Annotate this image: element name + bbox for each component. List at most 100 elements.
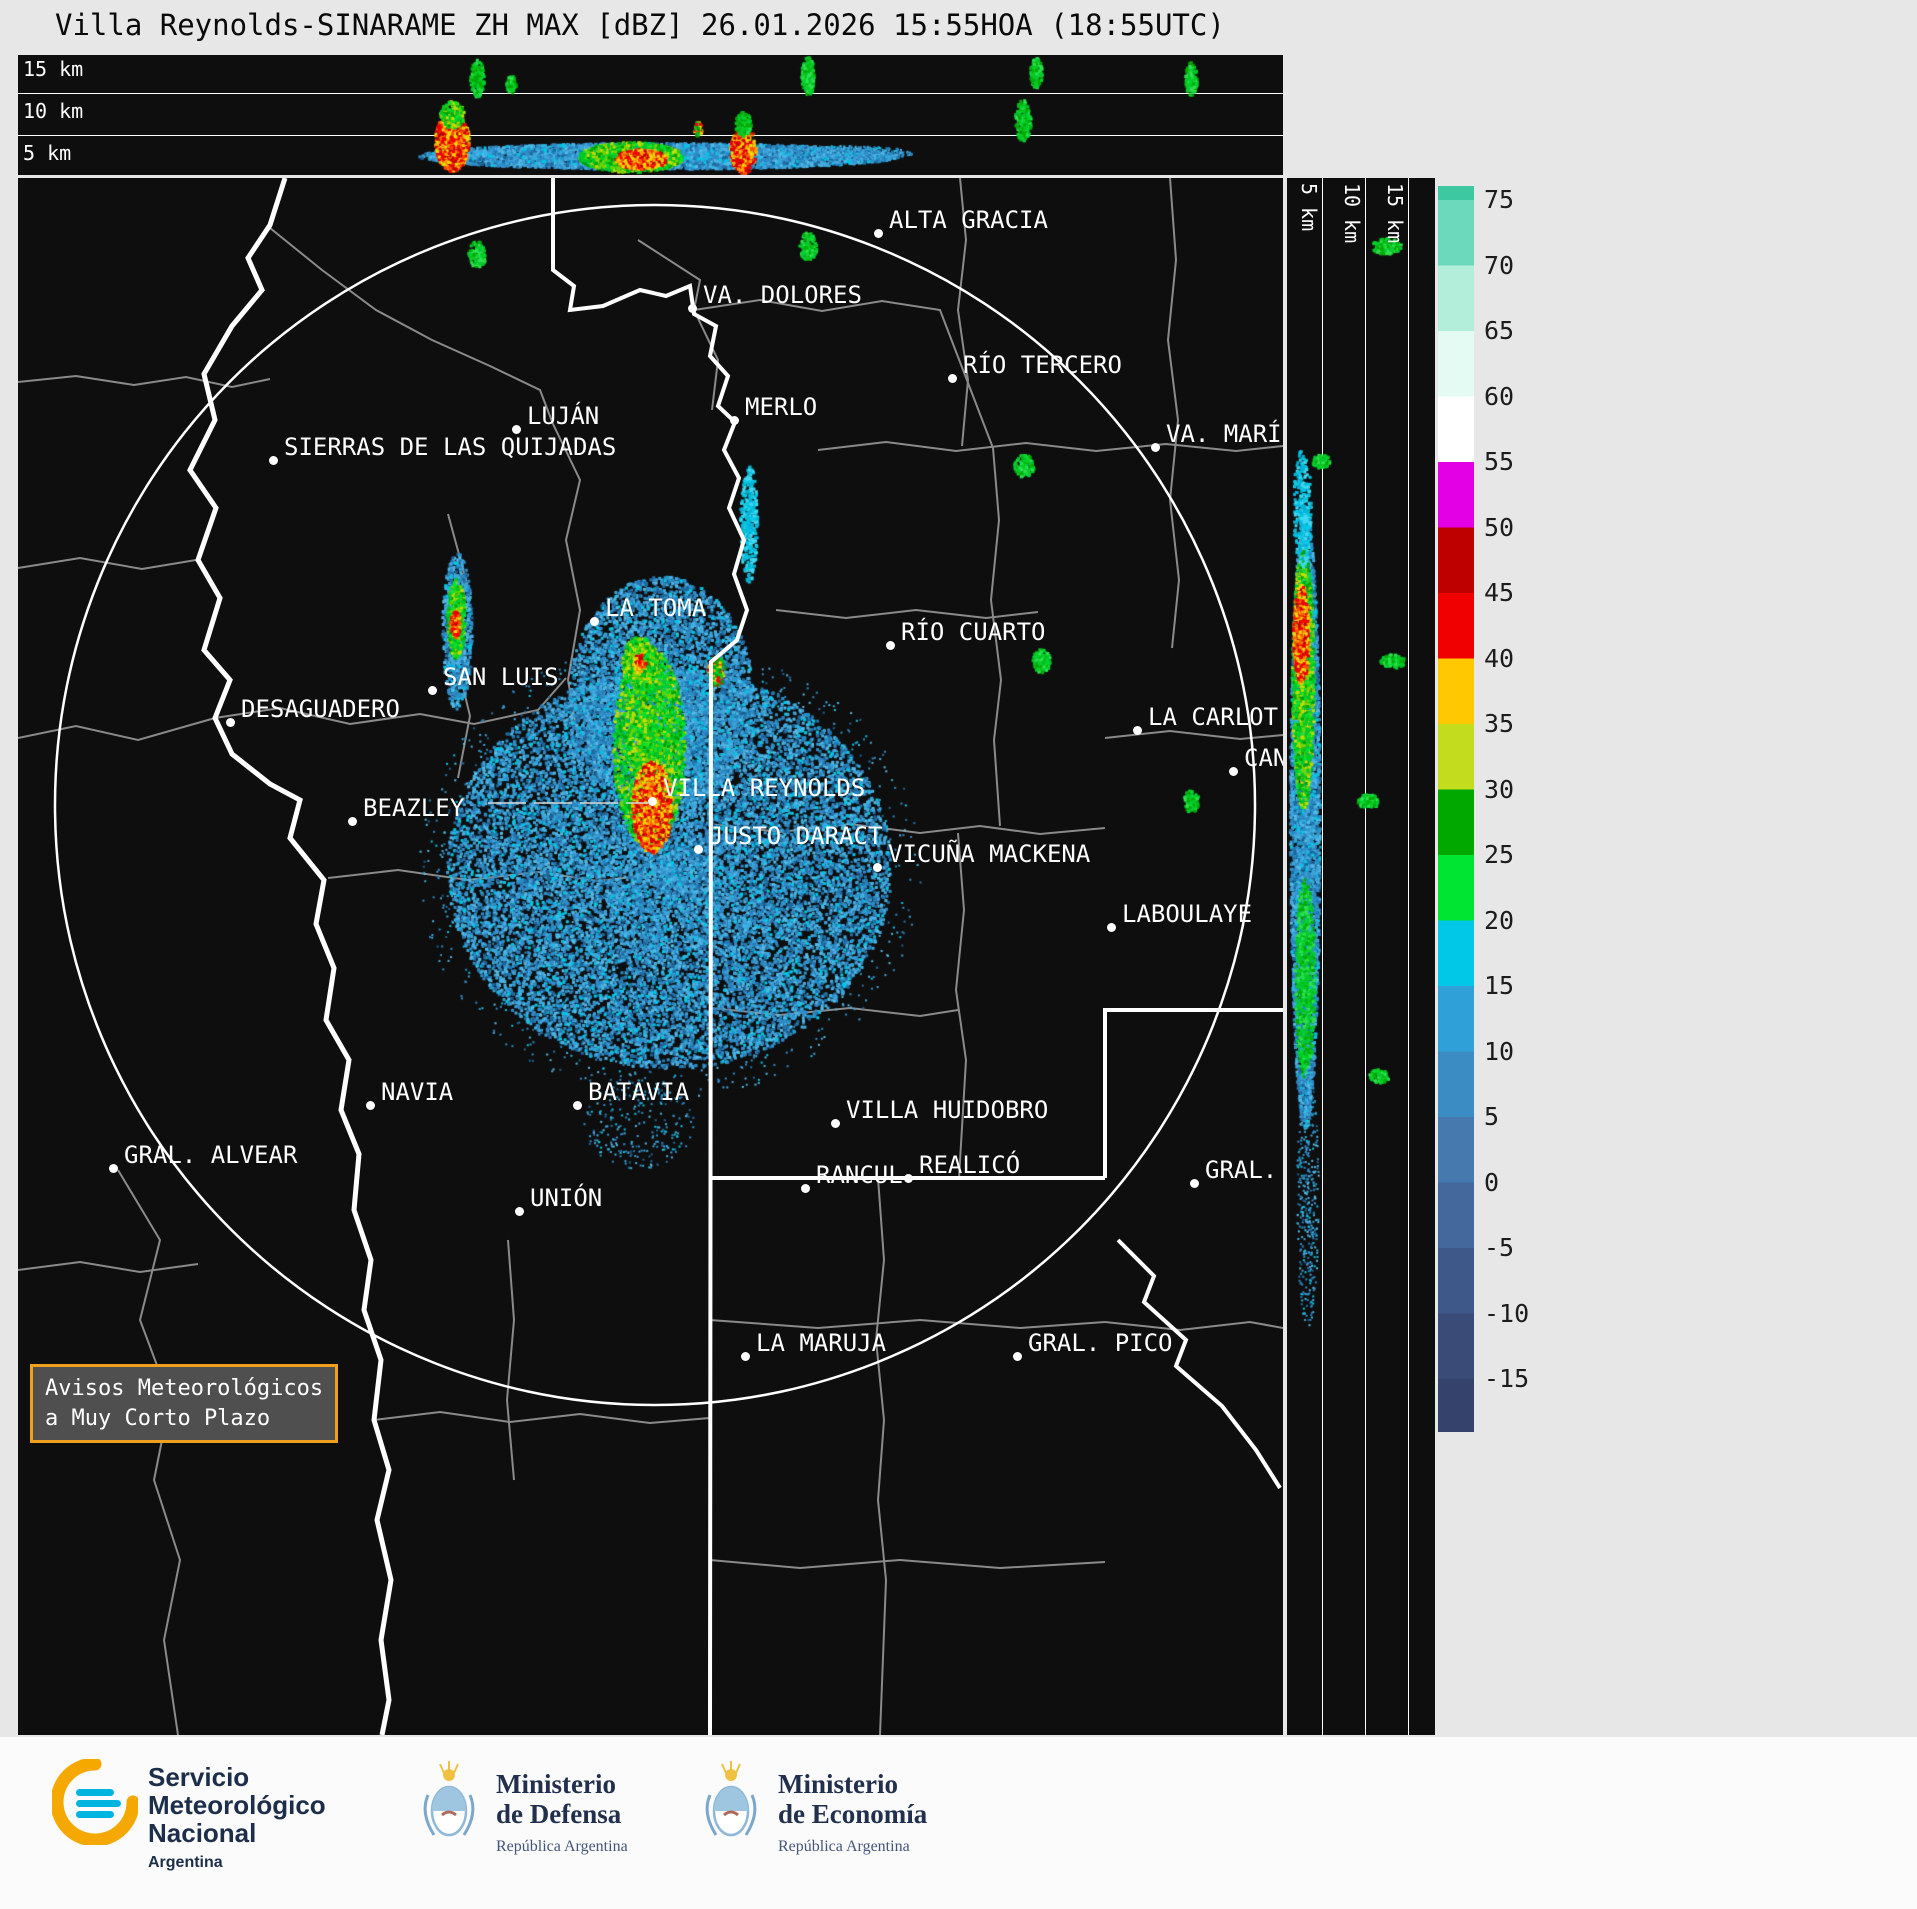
city-label: VILLA REYNOLDS <box>663 774 866 802</box>
colorbar-tick-label: 0 <box>1484 1167 1500 1197</box>
colorbar-tick-label: -15 <box>1484 1364 1530 1393</box>
height-label-15km: 15 km <box>23 57 84 81</box>
city-dot <box>1013 1352 1022 1361</box>
colorbar-tick-label: 5 <box>1484 1102 1500 1131</box>
height-label-5km: 5 km <box>1297 183 1321 232</box>
city-dot <box>428 686 437 695</box>
city-dot <box>348 817 357 826</box>
ministry-line-2: de Defensa <box>496 1799 622 1829</box>
weather-warning-badge[interactable]: Avisos Meteorológicos a Muy Corto Plazo <box>30 1364 339 1444</box>
city-label: VA. DOLORES <box>703 281 862 309</box>
ministry-defensa-text: Ministerio de Defensa República Argentin… <box>496 1769 628 1862</box>
city-dot <box>512 425 521 434</box>
city-label: GRAL. <box>1205 1156 1278 1184</box>
top-cross-section-panel: 15 km 10 km 5 km <box>18 55 1283 175</box>
city-dot <box>366 1101 375 1110</box>
city-dot <box>886 641 895 650</box>
colorbar-tick-label: 45 <box>1484 578 1515 607</box>
city-dot <box>831 1119 840 1128</box>
province-boundaries-and-range-ring <box>53 178 1283 1735</box>
city-label: VICUÑA MACKENA <box>888 840 1091 868</box>
height-label-10km: 10 km <box>1340 183 1364 244</box>
city-dot <box>515 1207 524 1216</box>
city-dot <box>948 374 957 383</box>
city-label: RÍO CUARTO <box>901 618 1046 646</box>
city-label: LA TOMA <box>605 594 707 622</box>
ministry-sub: República Argentina <box>778 1838 910 1855</box>
colorbar-tick-label: 70 <box>1484 250 1515 280</box>
city-dot <box>109 1164 118 1173</box>
city-label: DESAGUADERO <box>241 695 400 723</box>
city-dot <box>688 304 697 313</box>
city-label: REALICÓ <box>919 1151 1021 1179</box>
smn-line-3: Nacional <box>148 1818 257 1848</box>
radar-range-ring <box>53 203 1257 1407</box>
ministry-economia-text: Ministerio de Economía República Argenti… <box>778 1769 927 1862</box>
city-dot <box>1133 726 1142 735</box>
city-label: ALTA GRACIA <box>889 206 1048 234</box>
coat-of-arms-icon <box>423 1761 475 1837</box>
city-dot <box>874 229 883 238</box>
smn-wordmark: Servicio Meteorológico Nacional Argentin… <box>148 1763 326 1877</box>
smn-line-1: Servicio <box>148 1762 250 1792</box>
city-label: LABOULAYE <box>1122 900 1253 928</box>
city-label: VA. MARÍ <box>1166 420 1282 448</box>
city-dot <box>1229 767 1238 776</box>
right-cross-section-echoes <box>1287 178 1435 1735</box>
city-dot <box>1151 443 1160 452</box>
ministry-sub: República Argentina <box>496 1838 628 1855</box>
city-dot <box>801 1184 810 1193</box>
colorbar-tick-label: 10 <box>1484 1036 1515 1066</box>
colorbar-tick-label: 30 <box>1484 774 1515 804</box>
colorbar-tick-label: 25 <box>1484 840 1515 869</box>
city-dot <box>648 797 657 806</box>
ministry-defensa-logo: Ministerio de Defensa República Argentin… <box>418 1759 628 1859</box>
colorbar-tick-label: 40 <box>1484 643 1515 673</box>
city-label: RÍO TERCERO <box>963 351 1122 379</box>
height-label-15km: 15 km <box>1383 183 1407 244</box>
footer: Servicio Meteorológico Nacional Argentin… <box>0 1737 1917 1909</box>
city-dot <box>269 456 278 465</box>
colorbar-tick-label: -5 <box>1484 1233 1515 1262</box>
height-label-10km: 10 km <box>23 99 84 123</box>
ministry-line-1: Ministerio <box>496 1769 616 1799</box>
city-dot <box>1107 923 1116 932</box>
city-dot <box>226 718 235 727</box>
warning-line-1: Avisos Meteorológicos <box>45 1376 324 1401</box>
colorbar-tick-label: 55 <box>1484 447 1515 476</box>
main-radar-map: ALTA GRACIA VA. DOLORES RÍO TERCERO MERLO LU… <box>18 178 1283 1735</box>
city-dot <box>590 617 599 626</box>
city-label: SIERRAS DE LAS QUIJADAS <box>284 433 617 461</box>
city-label: BATAVIA <box>588 1078 690 1106</box>
city-label: RANCUL <box>816 1161 903 1189</box>
city-label: GRAL. PICO <box>1028 1329 1173 1357</box>
city-dot <box>730 416 739 425</box>
colorbar-tick-label: 15 <box>1484 971 1515 1000</box>
city-label: UNIÓN <box>530 1184 603 1212</box>
city-labels-layer: ALTA GRACIA VA. DOLORES RÍO TERCERO MERLO LU… <box>18 178 1283 1735</box>
city-dot <box>1190 1179 1199 1188</box>
city-label: GRAL. ALVEAR <box>124 1141 298 1169</box>
city-label: JUSTO DARACT <box>709 822 883 850</box>
smn-logo-icon <box>52 1759 138 1845</box>
ministry-line-2: de Economía <box>778 1799 928 1829</box>
height-label-5km: 5 km <box>23 141 72 165</box>
smn-line-2: Meteorológico <box>148 1790 326 1820</box>
city-label: LUJÁN <box>527 402 600 430</box>
city-label: VILLA HUIDOBRO <box>846 1096 1049 1124</box>
city-dot <box>873 863 882 872</box>
colorbar-tick-label: 50 <box>1484 512 1515 542</box>
city-label: LA MARUJA <box>756 1329 887 1357</box>
city-label: SAN LUIS <box>443 663 559 691</box>
colorbar-tick-labels: 75 70 65 60 55 50 45 40 35 30 25 20 15 10 5 0 -5 -10 -15 <box>1484 185 1564 1432</box>
city-label: BEAZLEY <box>363 794 465 822</box>
city-dot <box>741 1352 750 1361</box>
ministry-line-1: Ministerio <box>778 1769 898 1799</box>
colorbar-tick-label: 60 <box>1484 381 1515 411</box>
colorbar-tick-label: 75 <box>1484 185 1515 214</box>
warning-line-2: a Muy Corto Plazo <box>45 1405 271 1431</box>
reflectivity-colorbar <box>1438 186 1474 1432</box>
city-label: LA CARLOT <box>1148 703 1279 731</box>
right-cross-section-panel: 5 km 10 km 15 km <box>1287 178 1435 1735</box>
